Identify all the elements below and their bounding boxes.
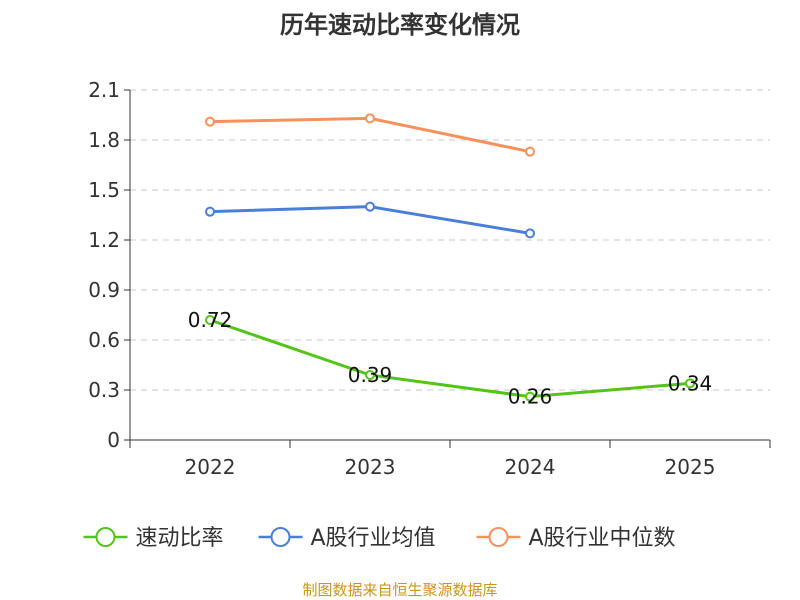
y-tick-label: 1.5 bbox=[88, 178, 120, 202]
grid-lines bbox=[130, 89, 770, 391]
data-point bbox=[205, 206, 215, 217]
series-line-0 bbox=[209, 318, 691, 399]
data-point bbox=[525, 391, 535, 402]
data-point bbox=[365, 113, 375, 124]
legend-item: A股行业中位数 bbox=[476, 526, 676, 551]
data-point bbox=[205, 315, 215, 325]
data-point bbox=[205, 116, 215, 127]
x-tick-label: 2025 bbox=[665, 455, 716, 479]
legend-label: A股行业中位数 bbox=[529, 526, 676, 551]
legend-marker bbox=[270, 527, 291, 547]
y-tick-label: 1.8 bbox=[88, 128, 120, 152]
data-label: 0.72 bbox=[188, 308, 233, 332]
x-tick-label: 2024 bbox=[505, 455, 556, 479]
y-tick-label: 0 bbox=[107, 428, 120, 452]
data-point bbox=[365, 370, 375, 380]
series-group bbox=[205, 113, 695, 402]
legend-item: A股行业均值 bbox=[258, 526, 436, 551]
data-label: 0.39 bbox=[348, 363, 393, 387]
data-label: 0.34 bbox=[668, 371, 713, 395]
y-tick-label: 2.1 bbox=[88, 78, 120, 102]
legend-marker bbox=[488, 527, 509, 547]
x-tick-label: 2022 bbox=[185, 455, 236, 479]
data-label: 0.26 bbox=[508, 385, 553, 409]
data-point bbox=[525, 228, 535, 239]
y-tick-label: 1.2 bbox=[88, 228, 120, 252]
legend-label: A股行业均值 bbox=[311, 526, 436, 551]
legend-item: 速动比率 bbox=[83, 526, 224, 551]
y-tick-label: 0.9 bbox=[88, 278, 120, 302]
data-labels: 0.72 0.39 0.26 0.34 bbox=[188, 308, 713, 409]
y-tick-label: 0.3 bbox=[88, 378, 120, 402]
data-point bbox=[685, 378, 695, 389]
legend-marker bbox=[95, 527, 116, 547]
source-note: 制图数据来自恒生聚源数据库 bbox=[302, 581, 497, 599]
data-point bbox=[525, 146, 535, 157]
data-point bbox=[365, 201, 375, 212]
axes: 0 0.3 0.6 0.9 1.2 1.5 1.8 2.1 2022 2023 2024 2025 bbox=[88, 78, 771, 479]
y-tick-label: 0.6 bbox=[88, 328, 120, 352]
legend: 速动比率 A股行业均值 A股行业中位数 bbox=[83, 526, 676, 551]
x-tick-label: 2023 bbox=[345, 455, 396, 479]
legend-label: 速动比率 bbox=[136, 526, 224, 551]
chart-title: 历年速动比率变化情况 bbox=[280, 11, 520, 39]
